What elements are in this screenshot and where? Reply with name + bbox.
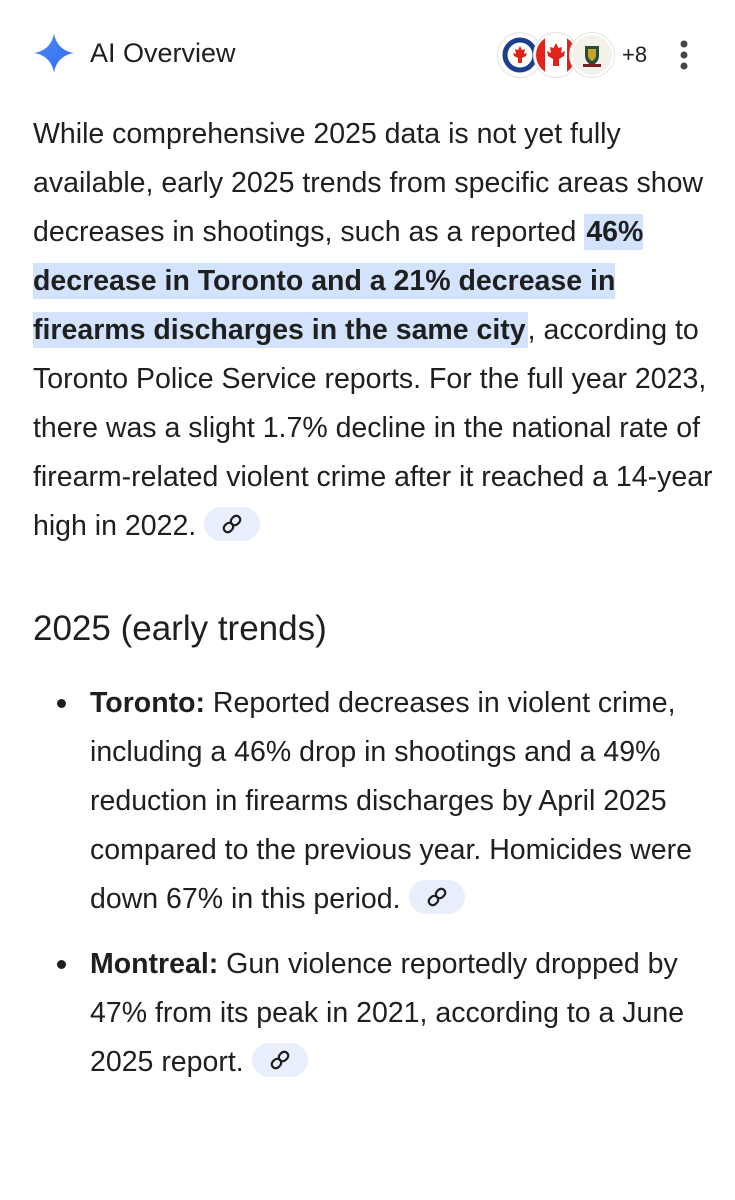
ai-overview-header: AI Overview +8 bbox=[0, 0, 735, 108]
toronto-crest-icon bbox=[572, 35, 612, 75]
more-vert-icon[interactable] bbox=[672, 39, 696, 71]
section-heading: 2025 (early trends) bbox=[33, 609, 327, 648]
bullet-icon bbox=[57, 699, 66, 708]
trend-list: Toronto: Reported decreases in violent c… bbox=[33, 679, 713, 1087]
sparkle-icon bbox=[34, 33, 74, 73]
list-item: Montreal: Gun violence reportedly droppe… bbox=[33, 940, 713, 1087]
list-item-text: Gun violence reportedly dropped by 47% f… bbox=[90, 948, 685, 1078]
source-avatars[interactable]: +8 bbox=[498, 33, 647, 77]
summary-text-after: , according to Toronto Police Service re… bbox=[33, 314, 713, 542]
header-title: AI Overview bbox=[90, 38, 236, 68]
list-item-label: Toronto: bbox=[90, 687, 206, 719]
list-item-text: Reported decreases in violent crime, inc… bbox=[90, 687, 692, 915]
source-avatar-toronto[interactable] bbox=[570, 33, 614, 77]
summary-paragraph: While comprehensive 2025 data is not yet… bbox=[33, 110, 713, 551]
list-item-label: Montreal: bbox=[90, 948, 219, 980]
link-icon bbox=[222, 515, 242, 534]
sources-more-count[interactable]: +8 bbox=[622, 42, 648, 67]
bullet-icon bbox=[57, 960, 66, 969]
link-icon bbox=[270, 1051, 290, 1070]
overview-content: While comprehensive 2025 data is not yet… bbox=[33, 110, 713, 1103]
citation-link-button[interactable] bbox=[204, 507, 261, 542]
citation-link-button[interactable] bbox=[251, 1043, 308, 1078]
list-item: Toronto: Reported decreases in violent c… bbox=[33, 679, 713, 924]
link-icon bbox=[427, 888, 446, 907]
citation-link-button[interactable] bbox=[408, 880, 465, 915]
summary-text-before: While comprehensive 2025 data is not yet… bbox=[33, 118, 704, 248]
